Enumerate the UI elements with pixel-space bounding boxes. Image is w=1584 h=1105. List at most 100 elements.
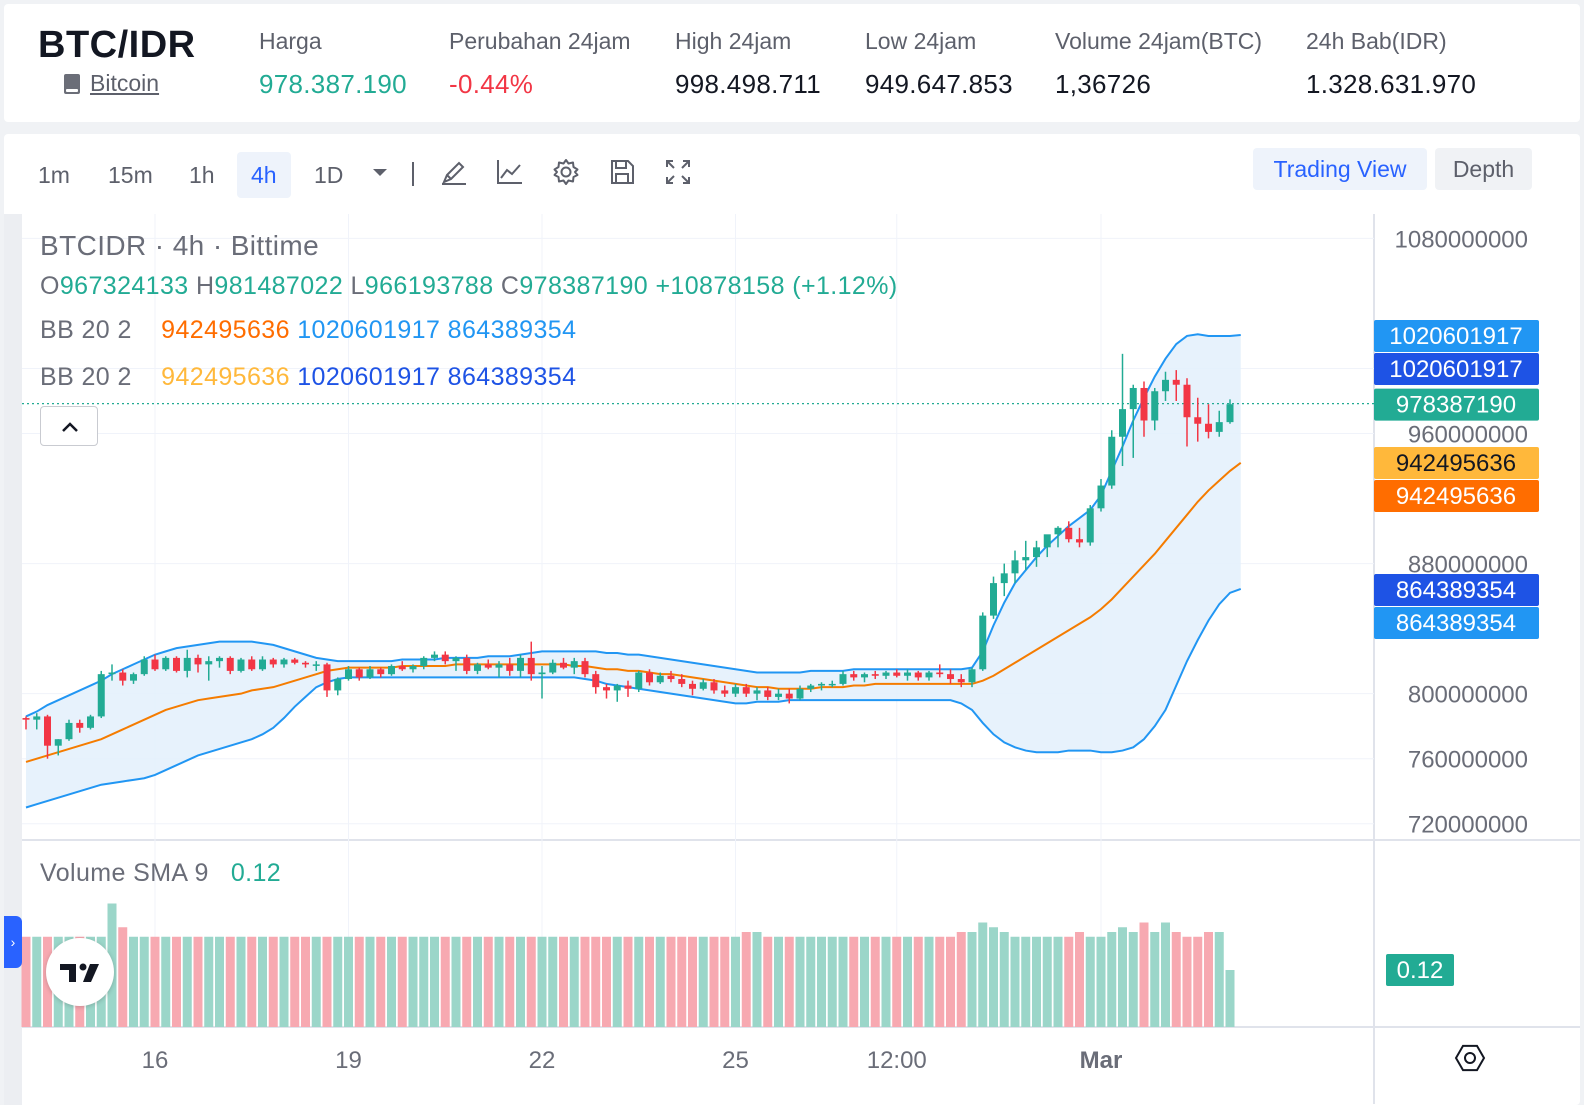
volume-bar (1021, 936, 1031, 1027)
timeframe-1h[interactable]: 1h (189, 162, 215, 188)
sidebar-toggle[interactable]: › (4, 916, 22, 968)
volume-bar (634, 936, 644, 1027)
candle-body (431, 654, 438, 658)
volume-bar (1139, 922, 1149, 1027)
timeframe-1m[interactable]: 1m (38, 162, 70, 188)
volume-bar (365, 936, 375, 1027)
volume-bar (1161, 922, 1170, 1027)
volume-bar (161, 936, 171, 1027)
volume-bar (32, 936, 42, 1027)
volume-bar (967, 932, 977, 1027)
volume-bar (247, 936, 257, 1027)
candle-body (452, 657, 460, 662)
stat-value: -0.44% (449, 69, 534, 99)
timeframe-15m[interactable]: 15m (108, 162, 153, 188)
candle-body (775, 693, 782, 697)
candle-body (538, 672, 546, 675)
candle-body (97, 674, 105, 717)
volume-bar (150, 936, 160, 1027)
candle-body (194, 657, 202, 665)
candle-body (807, 685, 815, 689)
candle-body (65, 722, 73, 740)
candle-body (893, 672, 901, 676)
candle-body (1097, 485, 1105, 509)
volume-bar (892, 936, 902, 1027)
volume-bar (838, 936, 848, 1027)
volume-bar (1128, 932, 1138, 1027)
candle-body (44, 716, 51, 746)
volume-bar (1107, 932, 1117, 1027)
volume-bar (849, 936, 859, 1027)
save-icon[interactable] (606, 156, 638, 188)
ohlc-open: 967324133 (59, 272, 189, 300)
bb-upper-value: 1020601917 (297, 363, 441, 391)
candle-body (506, 664, 514, 671)
candle-body (1043, 534, 1051, 548)
timeframe-4h[interactable]: 4h (237, 152, 291, 198)
price-axis-label-bg (1374, 479, 1539, 512)
candle-body (1172, 379, 1180, 385)
chart-settings-icon[interactable] (1454, 1044, 1486, 1072)
volume-bar (731, 936, 740, 1027)
volume-bar (709, 936, 719, 1027)
volume-bar (956, 932, 966, 1027)
candle-body (957, 679, 965, 683)
bb-basis-value: 942495636 (161, 363, 290, 391)
pencil-icon[interactable] (438, 156, 470, 188)
candle-body (420, 657, 428, 667)
x-tick-label: Mar (1080, 1047, 1123, 1074)
stat-price: Harga 978.387.190 (259, 28, 407, 100)
price-axis-label-bg (1374, 319, 1539, 352)
trading-view-button[interactable]: Trading View (1253, 148, 1427, 190)
fullscreen-icon[interactable] (662, 156, 694, 188)
stat-volume: Volume 24jam(BTC) 1,36726 (1055, 28, 1262, 100)
pair-title: BTC/IDR (38, 24, 196, 66)
ohlc-change: +10878158 (+1.12%) (655, 272, 898, 300)
candle-body (22, 718, 30, 720)
coin-name[interactable]: Bitcoin (90, 70, 160, 96)
chevron-down-icon[interactable] (364, 156, 396, 188)
chart-title: BTCIDR · 4h · Bittime (40, 230, 320, 261)
stat-label: Perubahan 24jam (449, 28, 631, 54)
volume-bar (946, 936, 955, 1027)
coin-link[interactable]: Bitcoin (64, 70, 159, 97)
volume-bar (204, 936, 214, 1027)
volume-bar (1075, 932, 1084, 1027)
volume-value: 0.12 (230, 859, 282, 887)
volume-bar (236, 936, 246, 1027)
stat-high: High 24jam 998.498.711 (675, 28, 821, 100)
candle-body (366, 669, 374, 678)
bb-fill (26, 334, 1241, 808)
volume-bar (870, 936, 880, 1027)
depth-button[interactable]: Depth (1435, 148, 1532, 190)
candle-body (33, 716, 41, 720)
volume-bar (698, 936, 708, 1027)
volume-bar (408, 936, 418, 1027)
volume-bar (440, 936, 450, 1027)
volume-bar (537, 936, 547, 1027)
candle-body (861, 674, 868, 678)
price-axis-label-bg (1374, 573, 1539, 606)
candle-body (108, 672, 116, 675)
stat-label: Low 24jam (865, 28, 977, 54)
gear-icon[interactable] (550, 156, 582, 188)
volume-bar (419, 936, 429, 1027)
indicators-icon[interactable] (494, 156, 526, 188)
timeframe-1d[interactable]: 1D (314, 162, 344, 188)
candle-body (216, 657, 223, 662)
candle-body (732, 687, 739, 694)
volume-bar (935, 936, 945, 1027)
volume-bar (333, 936, 343, 1027)
candle-body (1129, 387, 1137, 410)
collapse-legend-button[interactable] (40, 406, 98, 446)
volume-bar (774, 936, 783, 1027)
candle-body (560, 662, 567, 668)
stat-value: 978.387.190 (259, 69, 407, 99)
bb-lower-value: 864389354 (447, 363, 577, 391)
volume-bar (806, 936, 816, 1027)
price-axis-label-bg (1374, 606, 1539, 639)
candle-body (259, 659, 266, 670)
volume-bar (182, 936, 192, 1027)
candle-body (474, 664, 481, 671)
candle-body (785, 693, 793, 699)
